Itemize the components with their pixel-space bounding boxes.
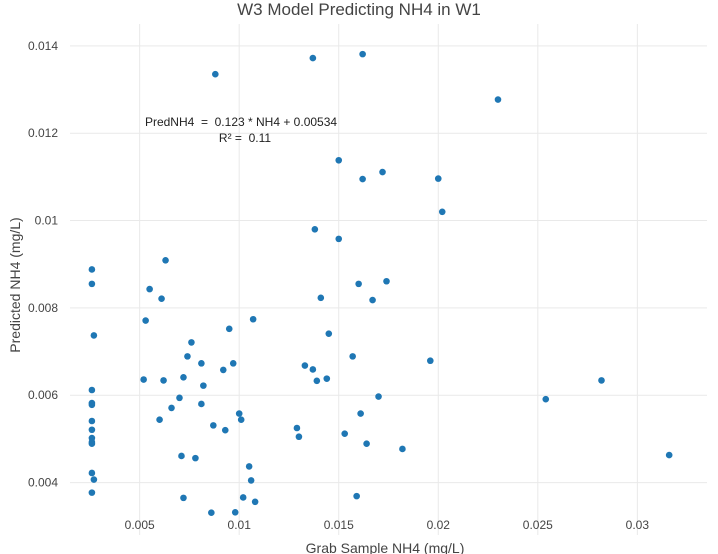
data-point[interactable] bbox=[335, 156, 343, 164]
data-point[interactable] bbox=[146, 285, 153, 293]
data-point[interactable] bbox=[598, 377, 605, 384]
point-layer bbox=[88, 50, 673, 517]
data-point[interactable] bbox=[88, 417, 96, 425]
y-tick-label: 0.004 bbox=[28, 476, 58, 490]
data-point[interactable] bbox=[245, 463, 253, 470]
data-point[interactable] bbox=[379, 168, 386, 176]
y-axis-label: Predicted NH4 (mg/L) bbox=[7, 217, 23, 352]
data-point[interactable] bbox=[178, 452, 185, 460]
data-point[interactable] bbox=[231, 508, 239, 516]
data-point[interactable] bbox=[293, 424, 301, 432]
data-point[interactable] bbox=[158, 295, 165, 303]
grid-layer bbox=[70, 24, 707, 535]
x-tick-label: 0.005 bbox=[125, 518, 155, 532]
data-point[interactable] bbox=[237, 416, 245, 423]
data-point[interactable] bbox=[369, 296, 376, 304]
data-point[interactable] bbox=[88, 426, 96, 434]
data-point[interactable] bbox=[399, 445, 406, 453]
data-point[interactable] bbox=[249, 315, 257, 323]
y-tick-label: 0.012 bbox=[28, 126, 58, 140]
data-point[interactable] bbox=[353, 492, 360, 500]
data-point[interactable] bbox=[335, 235, 343, 243]
data-point[interactable] bbox=[88, 401, 96, 409]
data-point[interactable] bbox=[359, 50, 366, 58]
data-point[interactable] bbox=[188, 339, 195, 346]
data-point[interactable] bbox=[210, 422, 217, 429]
data-point[interactable] bbox=[88, 469, 96, 477]
x-tick-label: 0.01 bbox=[228, 518, 252, 532]
data-point[interactable] bbox=[200, 382, 207, 389]
data-point[interactable] bbox=[359, 175, 366, 183]
x-tick-label: 0.02 bbox=[427, 518, 451, 532]
data-point[interactable] bbox=[90, 332, 98, 339]
data-point[interactable] bbox=[665, 451, 673, 459]
data-point[interactable] bbox=[221, 426, 229, 434]
data-point[interactable] bbox=[375, 393, 382, 400]
data-point[interactable] bbox=[357, 410, 364, 417]
data-point[interactable] bbox=[184, 353, 191, 360]
data-point[interactable] bbox=[156, 416, 163, 423]
data-point[interactable] bbox=[180, 374, 187, 381]
data-point[interactable] bbox=[251, 498, 259, 506]
data-point[interactable] bbox=[309, 366, 317, 373]
data-point[interactable] bbox=[311, 225, 319, 233]
data-point[interactable] bbox=[219, 366, 227, 374]
y-tick-label: 0.008 bbox=[28, 301, 58, 315]
data-point[interactable] bbox=[438, 208, 446, 216]
data-point[interactable] bbox=[88, 440, 96, 448]
data-point[interactable] bbox=[542, 395, 550, 403]
data-point[interactable] bbox=[142, 317, 149, 324]
data-point[interactable] bbox=[239, 494, 247, 501]
data-point[interactable] bbox=[247, 477, 255, 484]
data-point[interactable] bbox=[349, 353, 356, 360]
data-point[interactable] bbox=[434, 175, 442, 182]
regression-equation: PredNH4 = 0.123 * NH4 + 0.00534 bbox=[145, 115, 337, 129]
data-point[interactable] bbox=[355, 280, 362, 288]
x-tick-label: 0.03 bbox=[626, 518, 650, 532]
data-point[interactable] bbox=[363, 440, 370, 448]
data-point[interactable] bbox=[88, 386, 96, 394]
tick-layer: 0.005 0.01 0.015 0.02 0.025 0.03 0.004 0.006 0.0… bbox=[28, 39, 649, 532]
data-point[interactable] bbox=[229, 360, 237, 367]
x-tick-label: 0.015 bbox=[324, 518, 354, 532]
data-point[interactable] bbox=[427, 357, 434, 365]
y-tick-label: 0.006 bbox=[28, 388, 58, 402]
y-tick-label: 0.01 bbox=[35, 214, 59, 228]
data-point[interactable] bbox=[301, 362, 309, 369]
data-point[interactable] bbox=[140, 376, 147, 383]
data-point[interactable] bbox=[198, 400, 205, 408]
data-point[interactable] bbox=[88, 280, 96, 288]
data-point[interactable] bbox=[309, 54, 317, 62]
data-point[interactable] bbox=[160, 377, 167, 384]
data-point[interactable] bbox=[212, 70, 219, 78]
data-point[interactable] bbox=[192, 454, 199, 462]
data-point[interactable] bbox=[198, 360, 205, 367]
data-point[interactable] bbox=[323, 375, 331, 382]
data-point[interactable] bbox=[180, 494, 187, 502]
x-axis-label: Grab Sample NH4 (mg/L) bbox=[306, 540, 465, 554]
data-point[interactable] bbox=[176, 394, 183, 402]
data-point[interactable] bbox=[168, 404, 175, 412]
chart-title: W3 Model Predicting NH4 in W1 bbox=[237, 0, 481, 19]
data-point[interactable] bbox=[235, 410, 243, 417]
data-point[interactable] bbox=[494, 96, 502, 103]
data-point[interactable] bbox=[317, 294, 325, 302]
data-point[interactable] bbox=[208, 509, 215, 517]
r-squared-label: R² = 0.11 bbox=[219, 131, 271, 145]
data-point[interactable] bbox=[295, 433, 303, 441]
data-point[interactable] bbox=[313, 377, 321, 385]
data-point[interactable] bbox=[341, 430, 349, 437]
data-point[interactable] bbox=[325, 330, 333, 337]
data-point[interactable] bbox=[88, 489, 96, 496]
x-tick-label: 0.025 bbox=[523, 518, 553, 532]
data-point[interactable] bbox=[90, 476, 98, 483]
data-point[interactable] bbox=[383, 277, 390, 285]
data-point[interactable] bbox=[88, 266, 96, 273]
data-point[interactable] bbox=[225, 325, 233, 333]
y-tick-label: 0.014 bbox=[28, 39, 58, 53]
data-point[interactable] bbox=[162, 256, 169, 264]
